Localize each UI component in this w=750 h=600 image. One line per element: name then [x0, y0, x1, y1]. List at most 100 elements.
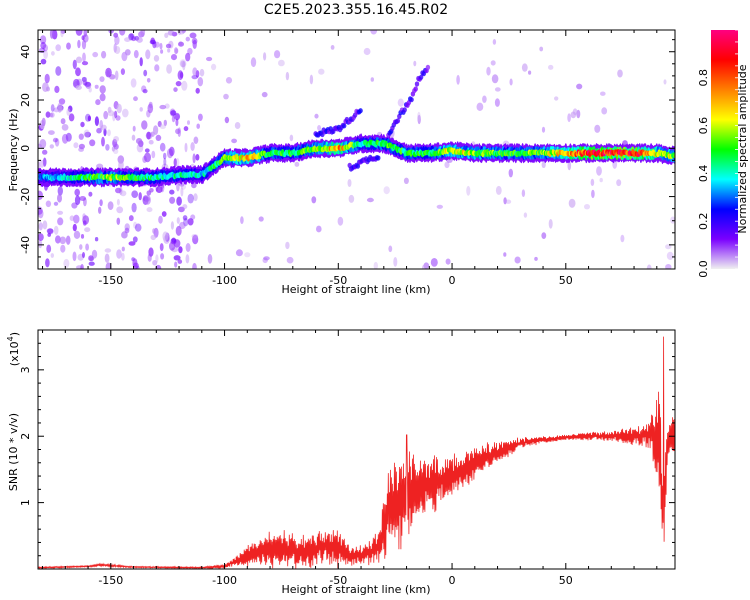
spectrogram-noise-cell	[397, 98, 404, 107]
spectrogram-noise-cell	[88, 87, 92, 93]
spectrogram-noise-cell	[663, 79, 667, 85]
spectrogram-noise-cell	[133, 96, 138, 102]
spectrogram-noise-cell	[176, 217, 180, 224]
colorbar-title: Normalized spectral amplitude	[736, 64, 749, 233]
spectrogram-noise-cell	[49, 144, 54, 149]
spectrogram-noise-cell	[174, 47, 178, 55]
x-tick-label: -100	[212, 274, 237, 287]
spectrogram-branch-cell	[418, 74, 424, 80]
spectrogram-noise-cell	[178, 246, 183, 254]
spectrogram-noise-cell	[195, 154, 200, 161]
spectrogram-noise-cell	[103, 110, 109, 120]
spectrogram-noise-cell	[567, 160, 572, 171]
spectrogram-panel: -150 -100 -50 0 50 -40 -20 0 20 40 Height of str…	[7, 29, 676, 296]
spectrogram-noise-cell	[146, 109, 151, 118]
spectrogram-noise-cell	[491, 74, 499, 84]
spectrogram-noise-cell	[445, 258, 451, 265]
spectrogram-noise-cell	[174, 112, 180, 121]
spectrogram-noise-cell	[61, 124, 69, 131]
x-tick-label: 50	[559, 574, 573, 587]
spectrogram-noise-cell	[116, 217, 121, 225]
spectrogram-noise-cell	[132, 125, 136, 132]
spectrogram-noise-cell	[60, 30, 66, 34]
spectrogram-noise-cell	[124, 37, 131, 42]
spectrogram-noise-cell	[224, 116, 230, 124]
spectrogram-noise-cell	[199, 68, 205, 77]
spectrogram-noise-cell	[620, 234, 625, 243]
spectrogram-noise-cell	[383, 186, 390, 195]
spectrogram-noise-cell	[89, 139, 96, 147]
spectrogram-branch-cell	[409, 97, 414, 103]
spectrogram-noise-cell	[73, 214, 80, 224]
spectrogram-noise-cell	[85, 243, 89, 251]
spectrogram-noise-cell	[180, 186, 184, 197]
spectrogram-noise-cell	[503, 197, 507, 205]
spectrogram-noise-cell	[594, 124, 601, 133]
spectrogram-noise-cell	[72, 223, 77, 232]
spectrogram-noise-cell	[136, 138, 143, 145]
spectrogram-noise-cell	[141, 85, 147, 93]
spectrogram-noise-cell	[258, 216, 264, 222]
spectrogram-noise-cell	[134, 223, 142, 232]
snr-y-axis-title: SNR (10 * v/v)	[7, 413, 20, 491]
spectrogram-noise-cell	[113, 136, 119, 143]
spectrogram-noise-cell	[84, 227, 91, 233]
spectrogram-noise-cell	[576, 83, 583, 90]
snr-x-axis-title: Height of straight line (km)	[281, 583, 430, 596]
spectrogram-noise-cell	[171, 237, 176, 243]
spectrogram-noise-cell	[600, 91, 606, 96]
spectrogram-noise-cell	[192, 67, 198, 76]
colorbar-tick-label: 0.8	[697, 69, 710, 87]
spectrogram-noise-cell	[81, 35, 85, 41]
spectrogram-noise-cell	[88, 261, 95, 266]
spectrogram-branch-cell	[414, 81, 420, 87]
spectrogram-noise-cell	[113, 32, 119, 38]
spectrogram-noise-cell	[289, 134, 294, 142]
spectrogram-x-ticks: -150 -100 -50 0 50	[42, 30, 658, 287]
spectrogram-noise-cell	[403, 177, 409, 184]
spectrogram-noise-cell	[148, 139, 154, 145]
spectrogram-noise-cell	[225, 77, 233, 84]
spectrogram-noise-cell	[144, 152, 151, 163]
spectrogram-branch-cell	[355, 163, 361, 169]
spectrogram-noise-cell	[665, 264, 672, 269]
spectrogram-noise-cell	[294, 161, 300, 167]
snr-background	[38, 330, 675, 569]
spectrogram-noise-cell	[182, 204, 188, 210]
spectrogram-noise-cell	[83, 30, 88, 37]
spectrogram-noise-cell	[173, 158, 177, 167]
spectrogram-noise-cell	[45, 258, 50, 268]
spectrogram-x-axis-title: Height of straight line (km)	[281, 283, 430, 296]
spectrogram-noise-cell	[53, 225, 59, 235]
spectrogram-noise-cell	[59, 236, 67, 245]
spectrogram-noise-cell	[505, 199, 512, 204]
spectrogram-noise-cell	[114, 35, 120, 45]
spectrogram-noise-cell	[66, 108, 71, 116]
spectrogram-branch-cell	[395, 118, 401, 124]
x-tick-label: 0	[449, 274, 456, 287]
spectrogram-noise-cell	[596, 166, 602, 176]
spectrogram-noise-cell	[124, 227, 130, 234]
spectrogram-noise-cell	[548, 219, 553, 229]
spectrogram-noise-cell	[167, 30, 175, 36]
spectrogram-noise-cell	[72, 251, 77, 262]
spectrogram-noise-cell	[65, 235, 71, 245]
spectrogram-noise-cell	[492, 39, 497, 45]
spectrogram-noise-cell	[163, 152, 167, 160]
spectrogram-noise-cell	[68, 113, 75, 122]
spectrogram-noise-cell	[142, 89, 148, 94]
spectrogram-noise-cell	[55, 44, 61, 52]
spectrogram-noise-cell	[96, 163, 104, 169]
spectrogram-noise-cell	[189, 32, 197, 39]
spectrogram-noise-cell	[185, 36, 190, 42]
colorbar-tick-label: 0.6	[697, 117, 710, 135]
spectrogram-noise-cell	[43, 50, 48, 59]
spectrogram-noise-cell	[169, 241, 176, 251]
spectrogram-noise-cell	[316, 225, 322, 233]
spectrogram-noise-cell	[509, 78, 513, 86]
spectrogram-noise-cell	[591, 189, 595, 199]
spectrogram-noise-cell	[107, 110, 115, 117]
spectrogram-noise-cell	[82, 213, 86, 220]
spectrogram-noise-cell	[132, 236, 138, 243]
spectrogram-noise-cell	[74, 188, 80, 196]
